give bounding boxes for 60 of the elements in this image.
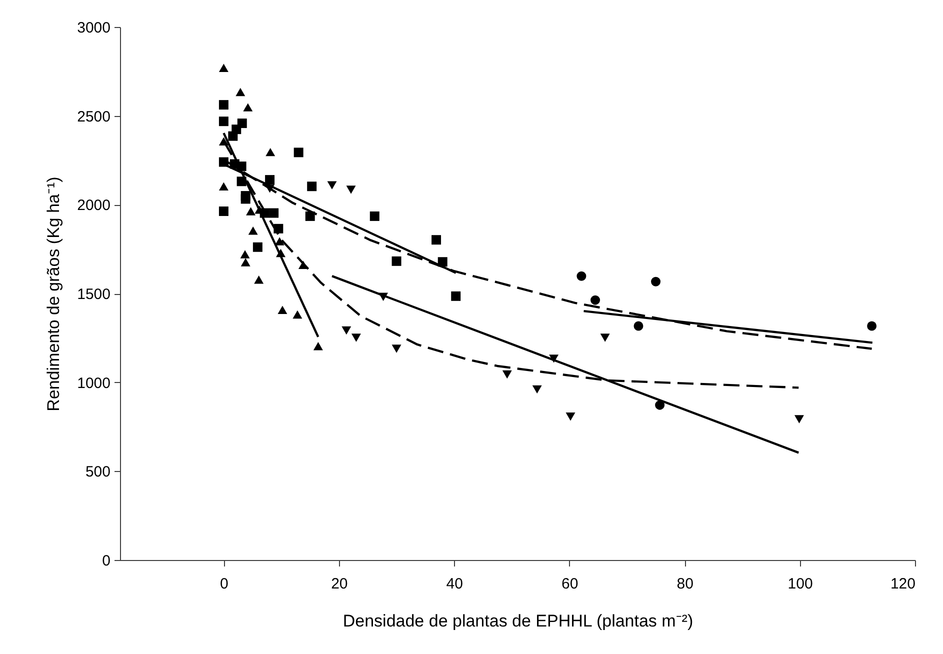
point [590,295,600,305]
point [566,412,576,421]
y-tick-label: 0 [102,552,110,570]
point [265,175,275,185]
point [351,334,361,342]
point [502,370,512,379]
point [346,186,356,194]
point [246,207,256,216]
point [532,385,542,394]
point [794,415,804,424]
point [240,194,250,204]
y-tick-label: 3000 [77,20,110,36]
point [218,206,228,216]
point [274,237,284,246]
x-tick-label: 60 [562,576,578,592]
point [252,242,262,252]
point [218,116,228,126]
point [292,310,302,319]
point [370,211,380,221]
point [218,182,228,190]
y-tick-label: 2500 [77,108,110,126]
point [634,321,644,331]
y-tick-label: 500 [85,464,110,481]
point [278,306,288,314]
y-axis-title: Rendimento de grãos (Kg ha⁻¹) [44,176,64,412]
point [342,326,352,335]
point [600,334,610,342]
point [651,276,661,286]
y-tick-label: 2000 [77,197,110,214]
point [451,291,461,301]
point [228,131,238,141]
x-tick-label: 80 [676,576,694,592]
point [269,208,279,218]
point [432,235,442,245]
point [240,258,250,266]
point [218,64,228,72]
point [867,321,877,331]
x-axis-title: Densidade de plantas de EPHHL (plantas m⁻²) [342,612,694,630]
point [236,88,246,96]
point [327,181,337,190]
point [294,148,304,158]
y-tick-label: 1500 [77,286,110,303]
point [392,256,402,266]
y-tick-label: 1000 [77,374,110,392]
point [248,226,258,235]
x-tick-label: 120 [890,576,916,592]
x-tick-label: 0 [220,576,228,592]
point [655,400,665,410]
point [392,344,402,353]
point [218,100,228,110]
point [240,250,250,258]
point [254,276,264,284]
point [576,271,586,281]
point [266,148,276,156]
point [307,182,317,192]
point [313,342,323,350]
point [243,103,253,112]
x-tick-label: 100 [788,576,813,592]
x-tick-label: 20 [331,576,348,592]
x-tick-label: 40 [446,576,463,592]
